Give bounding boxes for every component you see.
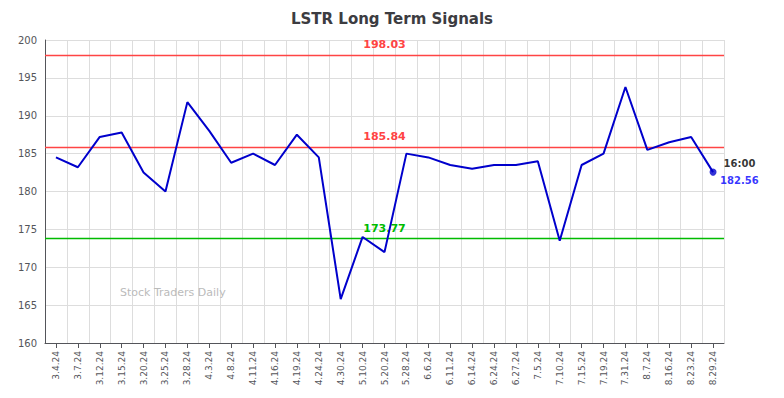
svg-text:8.29.24: 8.29.24 — [708, 351, 718, 386]
svg-text:Stock Traders Daily: Stock Traders Daily — [120, 286, 226, 299]
svg-text:195: 195 — [18, 72, 37, 83]
svg-text:4.19.24: 4.19.24 — [292, 351, 302, 386]
svg-text:6.14.24: 6.14.24 — [467, 351, 477, 386]
svg-text:160: 160 — [18, 338, 37, 349]
svg-text:7.15.24: 7.15.24 — [577, 351, 587, 386]
svg-text:6.24.24: 6.24.24 — [489, 351, 499, 386]
svg-text:3.4.24: 3.4.24 — [51, 351, 61, 380]
svg-text:7.10.24: 7.10.24 — [555, 351, 565, 386]
svg-text:180: 180 — [18, 186, 37, 197]
svg-text:4.30.24: 4.30.24 — [336, 351, 346, 386]
svg-text:16:00: 16:00 — [724, 158, 756, 169]
svg-text:4.11.24: 4.11.24 — [248, 351, 258, 386]
svg-text:3.28.24: 3.28.24 — [182, 351, 192, 386]
svg-text:3.12.24: 3.12.24 — [95, 351, 105, 386]
svg-text:7.19.24: 7.19.24 — [599, 351, 609, 386]
svg-text:173.77: 173.77 — [363, 222, 405, 235]
svg-text:6.6.24: 6.6.24 — [423, 351, 433, 380]
svg-text:3.7.24: 3.7.24 — [73, 351, 83, 380]
svg-text:4.24.24: 4.24.24 — [314, 351, 324, 386]
svg-text:6.27.24: 6.27.24 — [511, 351, 521, 386]
svg-text:3.25.24: 3.25.24 — [160, 351, 170, 386]
svg-text:3.15.24: 3.15.24 — [117, 351, 127, 386]
svg-text:4.8.24: 4.8.24 — [226, 351, 236, 380]
svg-text:198.03: 198.03 — [363, 38, 405, 51]
svg-text:7.5.24: 7.5.24 — [533, 351, 543, 380]
svg-text:7.31.24: 7.31.24 — [620, 351, 630, 386]
svg-text:5.10.24: 5.10.24 — [358, 351, 368, 386]
svg-text:182.56: 182.56 — [720, 175, 759, 186]
svg-text:185: 185 — [18, 148, 37, 159]
svg-text:165: 165 — [18, 300, 37, 311]
svg-text:4.16.24: 4.16.24 — [270, 351, 280, 386]
svg-text:170: 170 — [18, 262, 37, 273]
svg-text:LSTR Long Term Signals: LSTR Long Term Signals — [291, 10, 493, 28]
svg-text:185.84: 185.84 — [363, 130, 406, 143]
svg-text:190: 190 — [18, 110, 37, 121]
svg-text:5.20.24: 5.20.24 — [380, 351, 390, 386]
svg-text:4.3.24: 4.3.24 — [204, 351, 214, 380]
svg-text:175: 175 — [18, 224, 37, 235]
svg-text:8.7.24: 8.7.24 — [642, 351, 652, 380]
svg-text:6.11.24: 6.11.24 — [445, 351, 455, 386]
svg-text:3.20.24: 3.20.24 — [139, 351, 149, 386]
svg-text:8.16.24: 8.16.24 — [664, 351, 674, 386]
svg-text:8.23.24: 8.23.24 — [686, 351, 696, 386]
svg-text:200: 200 — [18, 35, 37, 46]
svg-text:5.28.24: 5.28.24 — [401, 351, 411, 386]
